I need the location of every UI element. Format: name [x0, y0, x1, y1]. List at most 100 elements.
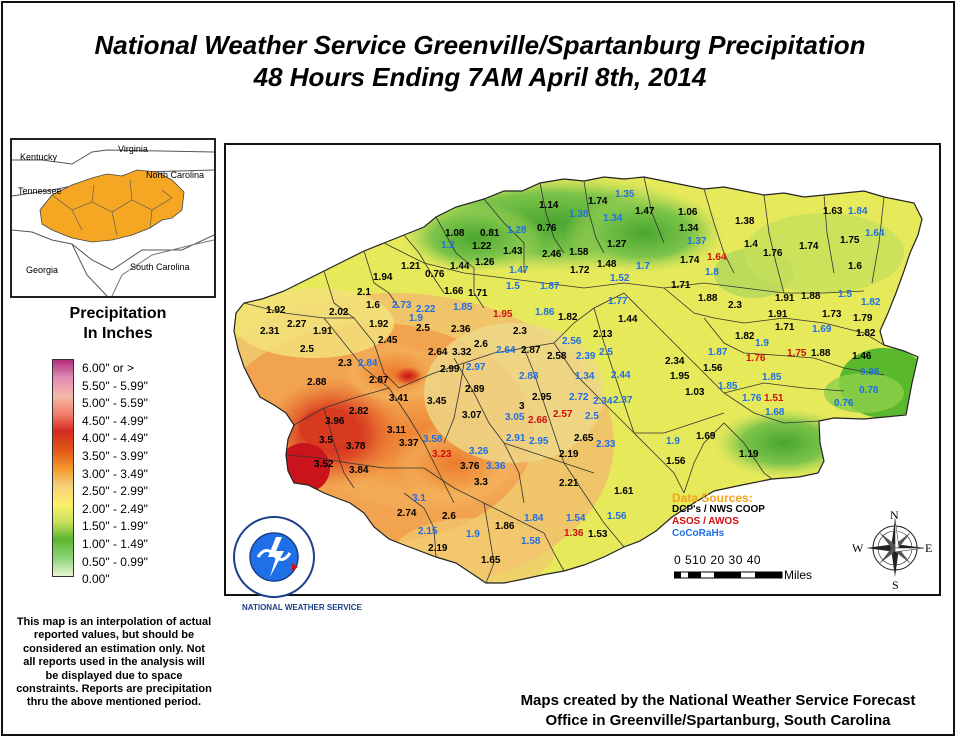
station-value: 1.95	[670, 371, 690, 382]
map-title: National Weather Service Greenville/Spar…	[94, 30, 866, 60]
station-value: 3.5	[319, 435, 333, 446]
station-value: 2.58	[547, 351, 567, 362]
station-value: 1.69	[696, 431, 716, 442]
station-value: 1.9	[409, 313, 423, 324]
station-value: 1.7	[636, 261, 650, 272]
station-value: 1.66	[444, 286, 464, 297]
data-source-asos: ASOS / AWOS	[672, 516, 739, 527]
station-value: 2.74	[397, 508, 417, 519]
legend-item-label: 4.00" - 4.49"	[82, 431, 148, 446]
station-value: 1.36	[564, 528, 584, 539]
station-value: 2.46	[542, 249, 562, 260]
station-value: 2.88	[519, 371, 539, 382]
station-value: 3.58	[423, 434, 443, 445]
station-value: 3.11	[387, 425, 406, 436]
station-value: 1.53	[588, 529, 608, 540]
station-value: 2.34	[593, 396, 613, 407]
station-value: 2.5	[300, 344, 314, 355]
station-value: 1.44	[618, 314, 638, 325]
inset-label-north-carolina: North Carolina	[146, 170, 205, 180]
station-value: 2.1	[357, 287, 371, 298]
station-value: 0.78	[859, 385, 879, 396]
station-value: 2.27	[287, 319, 307, 330]
station-value: 1.76	[742, 393, 762, 404]
station-value: 1.54	[566, 513, 586, 524]
station-value: 1.76	[763, 248, 783, 259]
station-value: 2.6	[474, 339, 488, 350]
station-value: 3.41	[389, 393, 409, 404]
station-value: 2.72	[569, 392, 589, 403]
station-value: 1.34	[603, 213, 623, 224]
station-value: 3.36	[486, 461, 506, 472]
station-value: 2.5	[585, 411, 599, 422]
station-value: 1.69	[812, 324, 832, 335]
nws-logo	[233, 516, 315, 598]
data-source-cocorahs: CoCoRaHs	[672, 528, 725, 539]
station-value: 1.58	[521, 536, 541, 547]
station-value: 2.21	[559, 478, 579, 489]
station-value: 2.91	[506, 433, 526, 444]
station-value: 0.76	[425, 269, 445, 280]
station-value: 1.9	[666, 436, 680, 447]
nws-logo-text: NATIONAL WEATHER SERVICE	[242, 603, 362, 612]
station-value: 2.39	[576, 351, 596, 362]
station-value: 2.33	[596, 439, 616, 450]
compass-rose	[866, 518, 925, 577]
station-value: 3.76	[460, 461, 480, 472]
station-value: 3.3	[474, 477, 488, 488]
interpolation-note: This map is an interpolation of actual r…	[16, 616, 212, 709]
station-value: 2.89	[465, 384, 485, 395]
station-value: 1.6	[366, 300, 380, 311]
legend-color-ramp	[52, 359, 74, 577]
station-value: 1.88	[801, 291, 821, 302]
station-value: 1.95	[493, 309, 513, 320]
compass-east: E	[925, 541, 933, 555]
station-value: 2.87	[369, 375, 389, 386]
station-value: 1.82	[856, 328, 876, 339]
station-value: 2.99	[440, 364, 460, 375]
legend-item-label: 1.50" - 1.99"	[82, 519, 148, 534]
station-value: 1.86	[535, 307, 555, 318]
inset-label-kentucky: Kentucky	[20, 152, 58, 162]
station-value: 1.56	[607, 511, 627, 522]
data-source-dcp: DCP's / NWS COOP	[672, 504, 765, 515]
legend-item-label: 1.00" - 1.49"	[82, 537, 148, 551]
station-value: 2.73	[392, 300, 412, 311]
station-value: 1.92	[266, 305, 286, 316]
county-boundaries	[243, 177, 885, 583]
station-value: 1.03	[685, 387, 705, 398]
compass-south: S	[892, 578, 899, 592]
station-value: 1.56	[703, 363, 723, 374]
station-value: 1.38	[735, 216, 755, 227]
scale-bar-numbers: 0 510 20 30 40	[674, 553, 762, 567]
station-value: 2.36	[451, 324, 471, 335]
station-value: 2.19	[559, 449, 579, 460]
station-value: 1.64	[865, 228, 885, 239]
legend-item-label: 4.50" - 4.99"	[82, 413, 148, 428]
station-value: 1.71	[671, 280, 691, 291]
station-value: 2.97	[466, 362, 486, 373]
compass-north: N	[890, 508, 899, 522]
credit-line-1: Maps created by the National Weather Ser…	[520, 692, 916, 709]
station-value: 1.84	[524, 513, 544, 524]
station-value: 1.82	[735, 331, 755, 342]
station-value: 1.37	[687, 236, 707, 247]
station-value: 1.91	[768, 309, 788, 320]
station-value: 1.73	[822, 309, 842, 320]
legend-item-label: 5.00" - 5.59"	[82, 396, 148, 411]
legend-item-label: 5.50" - 5.99"	[82, 378, 148, 393]
station-value: 1.63	[823, 206, 843, 217]
station-value: 2.19	[428, 543, 448, 554]
station-value: 3.37	[399, 438, 419, 449]
station-value: 1.26	[475, 257, 495, 268]
station-value: 2.45	[378, 335, 398, 346]
inset-label-south-carolina: South Carolina	[130, 262, 190, 272]
station-value: 1.47	[635, 206, 655, 217]
legend-title: Precipitation	[69, 305, 167, 322]
station-value: 3.32	[452, 347, 472, 358]
station-value: 3.26	[469, 446, 489, 457]
station-value: 1.4	[744, 239, 758, 250]
station-value: 1.72	[570, 265, 590, 276]
precipitation-map	[233, 176, 923, 584]
